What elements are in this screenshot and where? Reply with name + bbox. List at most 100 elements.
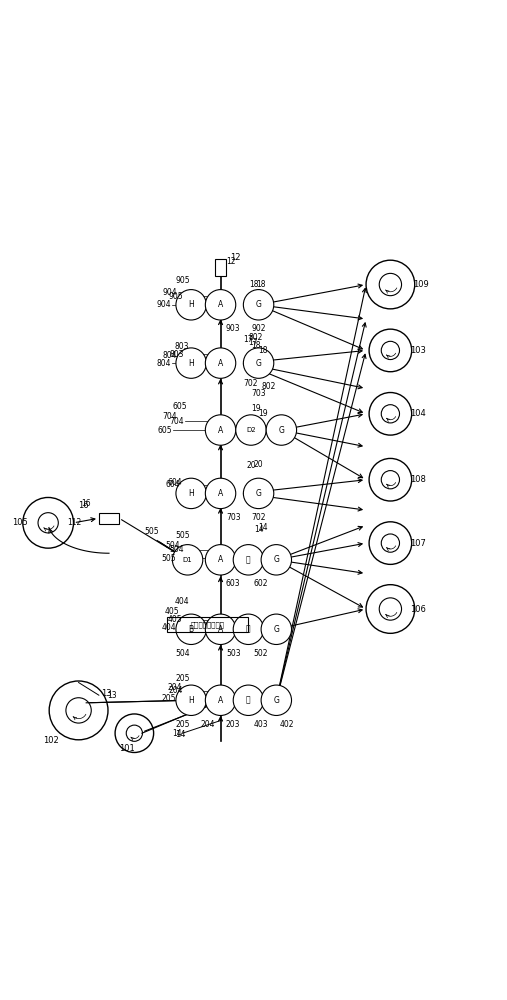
Circle shape [369, 329, 412, 372]
Text: 503: 503 [226, 649, 240, 658]
Text: G: G [256, 300, 262, 309]
Text: 903: 903 [226, 324, 240, 333]
Text: 704: 704 [163, 412, 177, 421]
Circle shape [243, 348, 274, 378]
Text: 802: 802 [248, 333, 263, 342]
Text: 402: 402 [279, 720, 294, 729]
Text: 18: 18 [259, 346, 268, 355]
Text: 14: 14 [254, 525, 263, 534]
Text: D2: D2 [246, 427, 256, 433]
Text: 20: 20 [246, 461, 256, 470]
Text: 704: 704 [169, 417, 184, 426]
Text: A: A [218, 426, 223, 435]
Text: 107: 107 [410, 539, 426, 548]
Text: 101: 101 [119, 744, 135, 753]
Circle shape [243, 290, 274, 320]
Text: 405: 405 [168, 615, 183, 624]
Text: 凹: 凹 [246, 625, 251, 634]
Text: 904: 904 [157, 300, 171, 309]
Text: 404: 404 [174, 597, 189, 606]
Text: 404: 404 [162, 623, 176, 632]
Text: A: A [218, 625, 223, 634]
Circle shape [233, 614, 264, 644]
Text: 204: 204 [201, 720, 215, 729]
Text: H: H [188, 696, 194, 705]
Text: A: A [218, 489, 223, 498]
Text: G: G [273, 696, 279, 705]
Circle shape [205, 478, 236, 509]
Text: 505: 505 [175, 531, 190, 540]
Text: 14: 14 [259, 523, 268, 532]
Text: 504: 504 [175, 649, 190, 658]
Text: 803: 803 [169, 350, 184, 359]
Text: B: B [189, 625, 194, 634]
Circle shape [176, 478, 206, 509]
Circle shape [176, 614, 206, 644]
Text: 804: 804 [157, 359, 171, 368]
Text: 12: 12 [230, 253, 240, 262]
Text: 104: 104 [410, 409, 426, 418]
Circle shape [369, 522, 412, 564]
Text: 18: 18 [249, 280, 258, 289]
Text: H: H [188, 300, 194, 309]
Text: 405: 405 [165, 607, 179, 616]
Text: 403: 403 [254, 720, 268, 729]
Text: 17: 17 [244, 335, 253, 344]
Text: 204: 204 [168, 686, 183, 695]
Text: A: A [218, 696, 223, 705]
Text: 904: 904 [163, 288, 177, 297]
Circle shape [205, 290, 236, 320]
Text: 604: 604 [168, 478, 182, 487]
Text: 112: 112 [67, 518, 81, 527]
Text: 203: 203 [226, 720, 240, 729]
Text: 205: 205 [175, 674, 190, 683]
Circle shape [49, 681, 108, 740]
Text: H: H [188, 489, 194, 498]
Text: G: G [256, 359, 262, 368]
Text: 16: 16 [82, 499, 91, 508]
Text: 703: 703 [226, 513, 240, 522]
Text: 12: 12 [226, 257, 235, 266]
Text: 702: 702 [243, 379, 258, 388]
Text: H: H [188, 359, 194, 368]
Text: 605: 605 [173, 402, 187, 411]
Circle shape [243, 478, 274, 509]
Circle shape [261, 614, 292, 644]
Circle shape [233, 685, 264, 715]
Text: 802: 802 [262, 382, 276, 391]
Text: 102: 102 [43, 736, 59, 745]
Text: 804: 804 [163, 351, 177, 360]
Circle shape [236, 415, 266, 445]
Circle shape [205, 685, 236, 715]
Text: 603: 603 [226, 579, 240, 588]
Text: 凹: 凹 [246, 555, 251, 564]
Bar [215, 259, 226, 276]
Text: 19: 19 [259, 409, 268, 418]
Circle shape [233, 545, 264, 575]
Text: 803: 803 [174, 342, 189, 351]
Circle shape [366, 585, 415, 633]
Text: G: G [256, 489, 262, 498]
Text: 205: 205 [175, 720, 190, 729]
Text: 19: 19 [251, 404, 261, 413]
Text: 凹: 凹 [246, 696, 251, 705]
Text: 905: 905 [175, 276, 190, 285]
Circle shape [266, 415, 297, 445]
Text: 20: 20 [254, 460, 263, 469]
Text: 205: 205 [162, 694, 176, 703]
Text: 14: 14 [175, 730, 185, 739]
Text: G: G [278, 426, 284, 435]
Text: 504: 504 [169, 545, 184, 554]
Circle shape [176, 685, 206, 715]
Text: 204: 204 [168, 683, 182, 692]
Circle shape [205, 415, 236, 445]
Circle shape [366, 260, 415, 309]
Text: 106: 106 [410, 605, 426, 614]
Text: 109: 109 [413, 280, 429, 289]
Text: 602: 602 [254, 579, 268, 588]
Circle shape [205, 614, 236, 644]
Text: 108: 108 [410, 475, 426, 484]
Circle shape [176, 290, 206, 320]
Text: 18: 18 [251, 341, 261, 350]
Text: 902: 902 [251, 324, 266, 333]
